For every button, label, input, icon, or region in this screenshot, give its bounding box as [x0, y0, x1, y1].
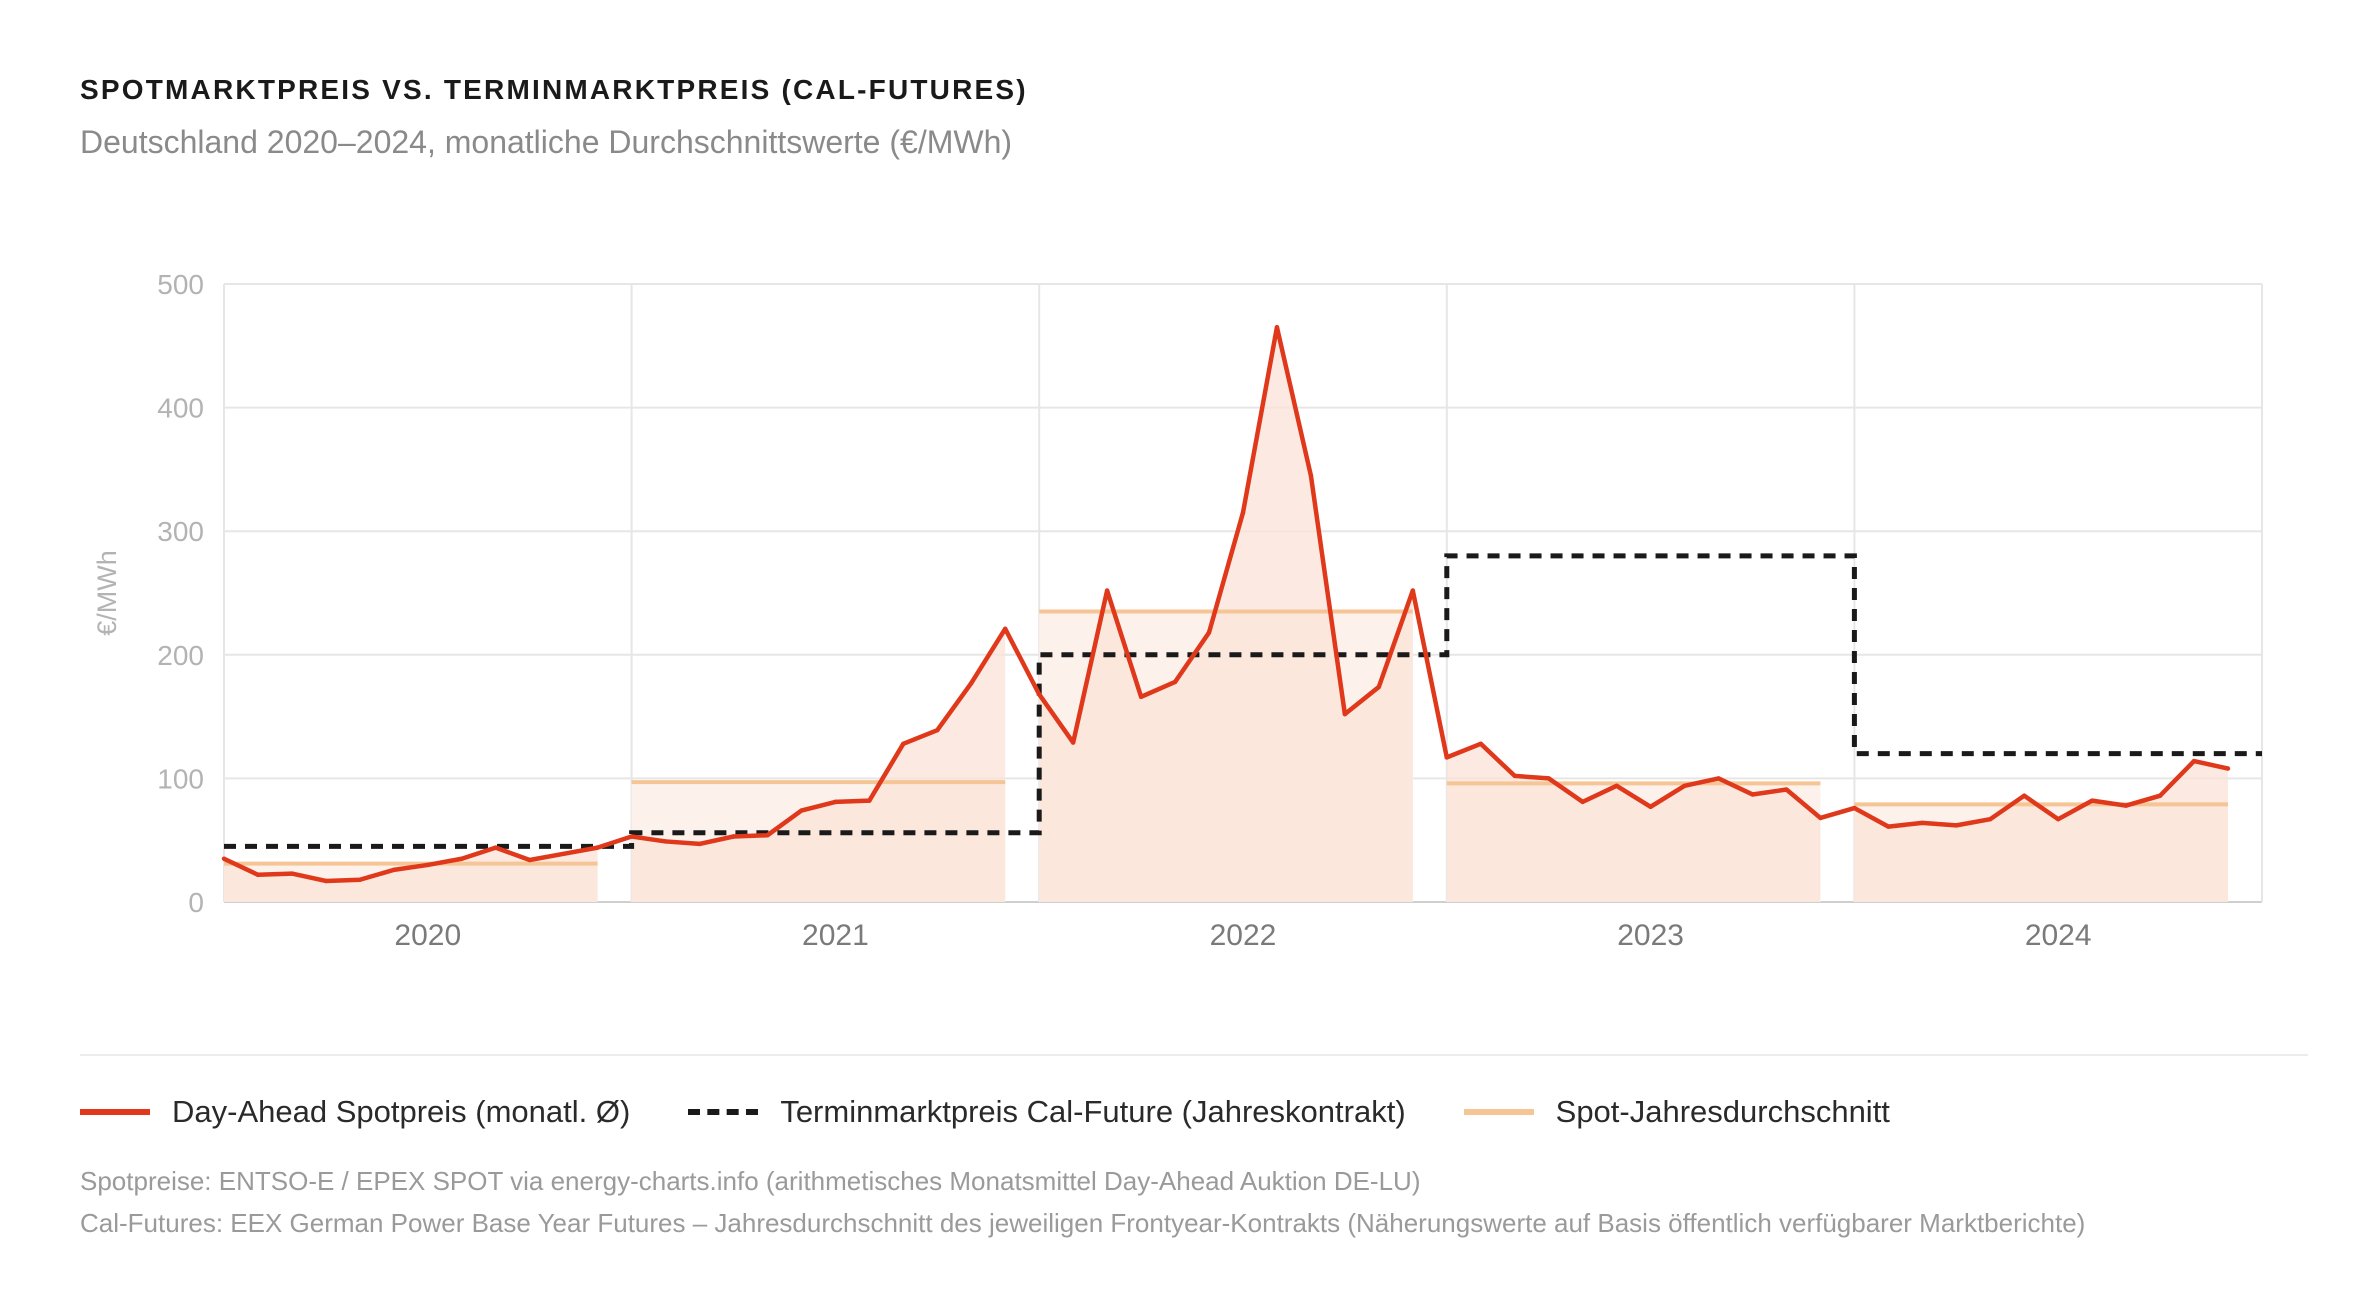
spot-data-point: [1037, 692, 1042, 697]
spot-data-point: [1988, 816, 1993, 822]
y-tick-label: 100: [157, 763, 204, 794]
spot-data-point: [935, 727, 940, 733]
spot-data-point: [2157, 793, 2163, 798]
legend-item-avg: Spot-Jahresdurchschnitt: [1463, 1094, 1890, 1130]
spot-data-point: [595, 845, 600, 850]
spot-data-point: [289, 871, 295, 876]
y-axis-label: €/MWh: [92, 550, 122, 636]
spot-data-point: [2022, 793, 2027, 798]
legend-item-spot: Day-Ahead Spotpreis (monatl. Ø): [80, 1094, 630, 1130]
legend-label-spot: Day-Ahead Spotpreis (monatl. Ø): [172, 1094, 631, 1129]
spot-data-point: [1580, 799, 1585, 805]
spot-price-line: [223, 325, 2229, 884]
chart: 0 100 200 300 400 500 €/MWh 2020 2021 2022 2023 202…: [92, 269, 2263, 952]
spot-data-point: [1342, 711, 1348, 717]
chart-title: SPOTMARKTPREIS VS. TERMINMARKTPREIS (CAL…: [80, 74, 1028, 105]
spot-data-point: [697, 841, 702, 847]
spot-data-point: [1274, 325, 1280, 330]
spot-data-point: [2055, 816, 2061, 822]
spot-data-point: [663, 839, 668, 844]
spot-data-point: [2123, 803, 2129, 808]
spot-data-point: [1886, 824, 1891, 829]
spot-data-point: [1614, 783, 1619, 789]
divider: [80, 1054, 2308, 1056]
spot-data-point: [561, 851, 566, 856]
spot-data-point: [765, 833, 770, 838]
spot-data-point: [1920, 820, 1925, 826]
spot-data-point: [799, 808, 804, 813]
spot-data-point: [629, 834, 634, 839]
spot-data-point: [1716, 776, 1721, 781]
spot-data-point: [1376, 684, 1382, 690]
spot-data-point: [1750, 792, 1755, 797]
legend-swatch-spot: [80, 1109, 150, 1115]
legend-swatch-future: [688, 1109, 759, 1115]
spot-data-point: [493, 845, 498, 850]
spot-data-point: [1003, 626, 1008, 632]
spot-data-point: [867, 798, 872, 803]
spot-data-point: [1478, 741, 1483, 746]
spot-data-point: [1512, 773, 1517, 779]
x-tick-label: 2020: [394, 919, 461, 952]
spot-area-fill: [1854, 761, 2228, 902]
x-tick-label: 2024: [2025, 919, 2092, 952]
legend-swatch-avg: [1463, 1109, 1534, 1115]
spot-area-fill: [1039, 327, 1413, 902]
spot-data-point: [1240, 510, 1246, 515]
source-note-spot: Spotpreise: ENTSO-E / EPEX SPOT via ener…: [80, 1166, 1421, 1196]
spot-data-point: [1954, 823, 1959, 828]
legend: Day-Ahead Spotpreis (monatl. Ø) Terminma…: [80, 1094, 1948, 1130]
spot-data-point: [357, 877, 363, 882]
x-tick-label: 2023: [1617, 919, 1684, 952]
spot-data-point: [901, 741, 906, 746]
x-tick-label: 2022: [1210, 919, 1277, 952]
y-tick-label: 400: [157, 393, 204, 424]
spot-data-point: [1818, 815, 1823, 821]
spot-area-fill: [631, 628, 1006, 902]
spot-data-point: [255, 872, 261, 878]
spot-data-point: [969, 681, 974, 686]
y-tick-label: 300: [157, 516, 204, 547]
chart-subtitle: Deutschland 2020–2024, monatliche Durchs…: [80, 124, 1013, 160]
spot-data-point: [1308, 473, 1314, 478]
x-tick-label: 2021: [802, 919, 869, 952]
legend-label-future: Terminmarktpreis Cal-Future (Jahreskontr…: [780, 1094, 1406, 1129]
spot-data-point: [1172, 679, 1178, 685]
spot-data-point: [1784, 787, 1789, 792]
spot-area-fill: [224, 847, 598, 902]
spot-data-point: [221, 856, 227, 861]
spot-data-point: [1104, 588, 1110, 593]
spot-data-point: [425, 862, 430, 868]
spot-data-point: [527, 857, 532, 863]
spot-data-point: [1648, 804, 1653, 810]
spot-data-point: [1410, 588, 1416, 593]
spot-data-point: [731, 834, 736, 839]
spot-data-point: [1682, 783, 1687, 789]
legend-label-avg: Spot-Jahresdurchschnitt: [1555, 1094, 1890, 1129]
y-tick-label: 200: [157, 640, 204, 671]
spot-data-point: [1206, 630, 1212, 635]
spot-data-point: [323, 878, 329, 884]
spot-data-point: [1070, 740, 1076, 745]
spot-data-point: [1546, 776, 1551, 781]
spot-data-point: [1852, 805, 1857, 811]
source-note-futures: Cal-Futures: EEX German Power Base Year …: [80, 1208, 2086, 1238]
spot-data-point: [391, 867, 397, 873]
spot-data-point: [2225, 766, 2231, 771]
spot-data-point: [1138, 694, 1144, 700]
y-tick-label: 500: [157, 269, 204, 300]
spot-data-point: [833, 799, 838, 805]
spot-data-point: [2191, 758, 2197, 764]
spot-data-point: [2089, 798, 2095, 803]
y-tick-label: 0: [188, 887, 204, 918]
spot-data-point: [459, 856, 464, 861]
spot-data-point: [1444, 755, 1450, 760]
legend-item-future: Terminmarktpreis Cal-Future (Jahreskontr…: [688, 1094, 1406, 1130]
futures-step-line: [224, 553, 2262, 849]
